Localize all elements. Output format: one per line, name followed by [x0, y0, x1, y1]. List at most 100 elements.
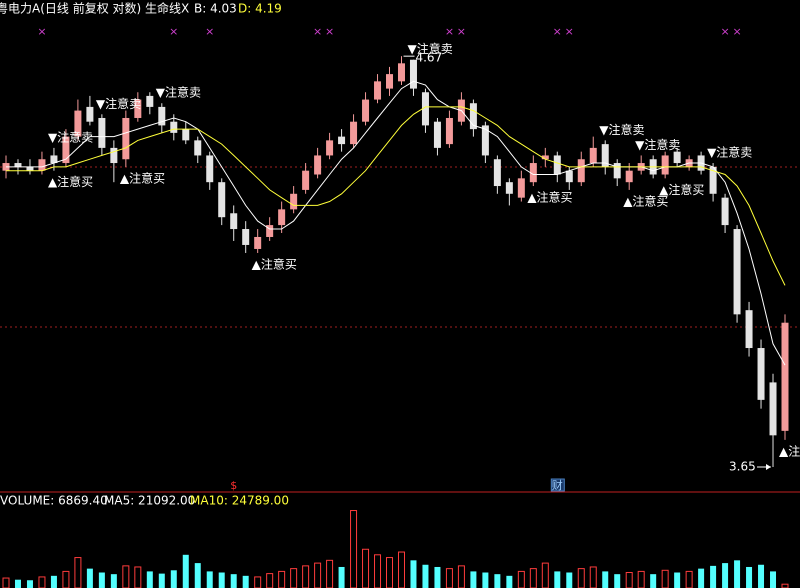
- volume-bar: [146, 571, 153, 588]
- candle-body: [146, 95, 154, 107]
- candle-body: [386, 74, 394, 89]
- signal: ×: [445, 25, 454, 38]
- candle-body: [589, 147, 597, 164]
- volume-bar: [170, 570, 177, 588]
- high-label: 4.67: [415, 51, 442, 65]
- annotation: ▲注意买: [527, 190, 572, 205]
- candle-body: [230, 213, 238, 230]
- candle-body: [673, 151, 681, 164]
- volume-bar: [650, 574, 657, 588]
- candle-body: [529, 163, 537, 183]
- volume-bar: [506, 575, 513, 588]
- volume-bar: [218, 572, 225, 588]
- signal: ×: [732, 25, 741, 38]
- volume-bar: [470, 571, 477, 588]
- volume-bar: [410, 560, 417, 588]
- candle-body: [577, 159, 585, 183]
- annotation: ▲注意买: [252, 256, 297, 271]
- volume-bar: [517, 570, 525, 588]
- volume-bar: [314, 562, 322, 588]
- volume-bar: [206, 571, 213, 588]
- candle-body: [613, 163, 621, 179]
- volume-bar: [734, 560, 741, 588]
- low-label: 3.65: [729, 460, 756, 474]
- candle-body: [721, 197, 729, 226]
- candle-body: [565, 170, 573, 183]
- candle-body: [709, 166, 717, 194]
- candle-body: [362, 99, 370, 122]
- volume-bar: [781, 583, 789, 588]
- volume-bar: [685, 570, 693, 588]
- signal: ×: [553, 25, 562, 38]
- annotation: ▼注意卖: [156, 85, 201, 100]
- volume-bar: [397, 551, 405, 588]
- volume-bar: [74, 557, 82, 588]
- candle-body: [314, 155, 322, 175]
- signal: ×: [37, 25, 46, 38]
- candle-body: [374, 81, 382, 100]
- annotation: ▲注意买: [623, 193, 668, 208]
- volume-bar: [50, 575, 57, 588]
- b-label: B: 4.03: [194, 2, 237, 16]
- candle-body: [122, 117, 130, 160]
- candle-body: [421, 92, 429, 126]
- volume-bar: [637, 570, 645, 588]
- signal: ×: [457, 25, 466, 38]
- annotation: ▼注意卖: [96, 96, 141, 111]
- volume-label: VOLUME: 6869.40: [0, 494, 108, 508]
- candle-body: [769, 382, 777, 436]
- candle-body: [194, 140, 202, 156]
- volume-bar: [62, 570, 70, 588]
- candle-body: [733, 229, 741, 315]
- candle-body: [74, 110, 82, 137]
- candle-body: [745, 310, 753, 349]
- volume-bar: [602, 571, 609, 588]
- marker: 财: [552, 478, 563, 492]
- volume-bar: [722, 563, 729, 588]
- volume-bar: [134, 566, 142, 588]
- volume-bar: [182, 554, 189, 588]
- candle-body: [469, 103, 477, 130]
- candle-body: [242, 229, 250, 245]
- candle-body: [266, 225, 274, 237]
- candle-body: [553, 155, 561, 175]
- annotation: ▼注意卖: [707, 145, 752, 160]
- volume-bar: [541, 562, 549, 588]
- volume-bar: [350, 510, 358, 588]
- volume-bar: [266, 573, 274, 588]
- annotation: ▼注意卖: [407, 41, 452, 56]
- volume-bar: [14, 579, 21, 588]
- volume-bar: [86, 568, 93, 588]
- volume-bar: [674, 572, 681, 588]
- volume-bar: [457, 565, 465, 588]
- candle-body: [134, 99, 142, 118]
- volume-bar: [230, 574, 237, 588]
- low-arrow: [766, 464, 772, 471]
- candle-body: [338, 136, 346, 145]
- volume-bar: [122, 565, 130, 588]
- candle-body: [98, 117, 106, 148]
- volume-bar: [362, 548, 370, 588]
- volume-bar: [758, 564, 765, 588]
- volume-bar: [38, 576, 46, 588]
- candle-body: [290, 193, 298, 210]
- candle-body: [14, 163, 22, 167]
- candle-body: [86, 106, 94, 122]
- candle-body: [62, 136, 70, 164]
- candle-body: [493, 159, 501, 187]
- marker: $: [230, 479, 237, 492]
- volume-bar: [614, 574, 621, 588]
- marker-box: [550, 478, 565, 492]
- candle-body: [505, 182, 513, 194]
- moving-average: [6, 106, 786, 286]
- volume-bar: [242, 575, 249, 588]
- volume-bar: [26, 580, 33, 588]
- volume-bar: [194, 563, 201, 588]
- candle-body: [350, 121, 358, 145]
- volume-bar: [445, 568, 453, 588]
- signal: ×: [325, 25, 334, 38]
- annotation: ▼注意卖: [599, 122, 644, 137]
- candle-body: [302, 170, 310, 190]
